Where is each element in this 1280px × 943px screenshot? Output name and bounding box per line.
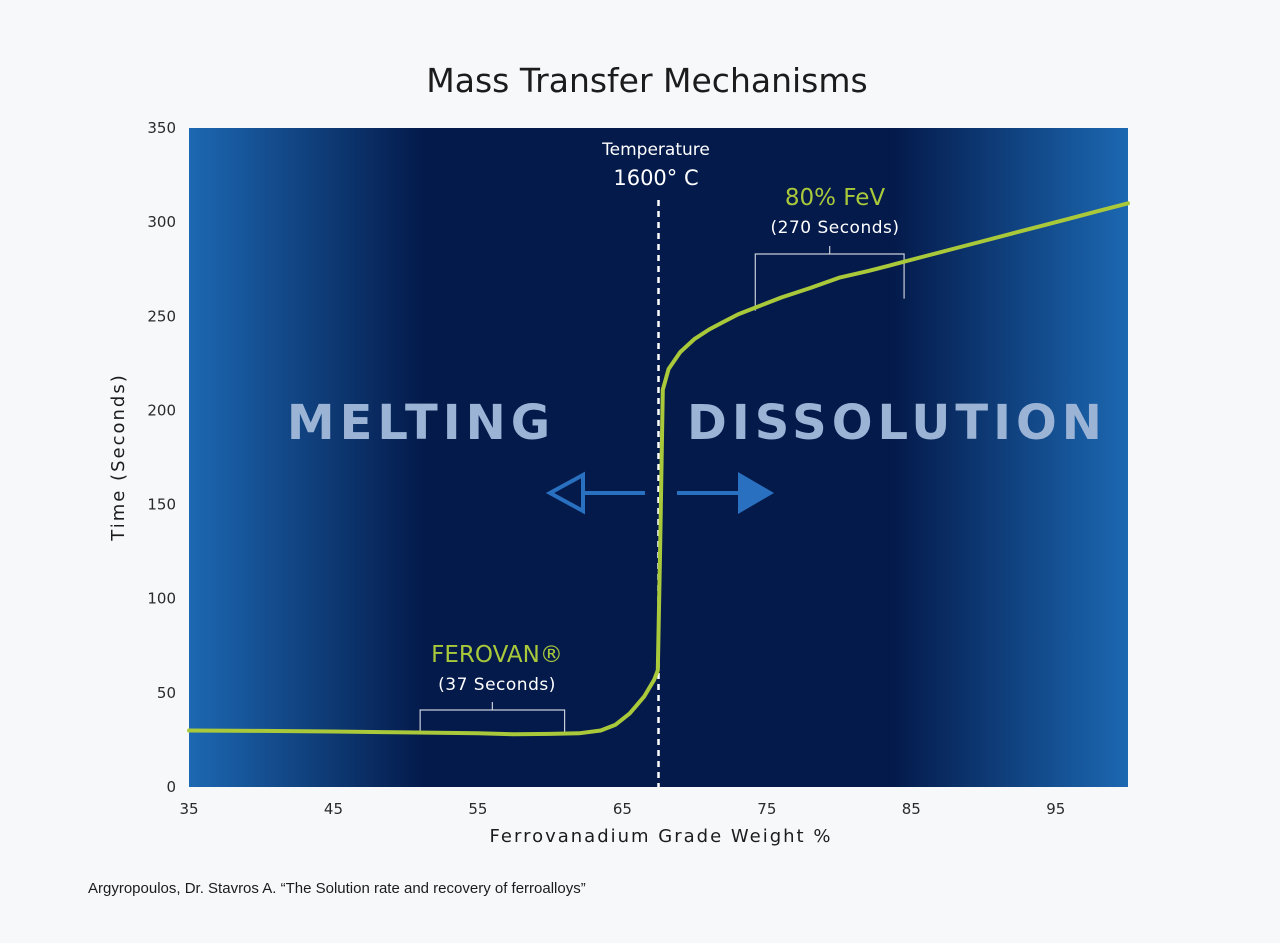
x-axis-label: Ferrovanadium Grade Weight % — [490, 826, 833, 847]
annotation-title-ferovan: FEROVAN® — [431, 642, 563, 668]
y-tick-label: 200 — [147, 401, 176, 419]
region-label-dissolution: DISSOLUTION — [687, 395, 1107, 451]
annotation-subtitle-80-fev: (270 Seconds) — [770, 218, 899, 238]
y-tick-label: 50 — [157, 684, 176, 702]
annotation-bracket-80-fev — [754, 246, 905, 311]
y-axis-ticks: 0 50 100 150 200 250 300 350 — [147, 119, 176, 796]
x-axis-ticks: 35 45 55 65 75 85 95 — [179, 800, 1065, 818]
y-tick-label: 300 — [147, 213, 176, 231]
y-tick-label: 250 — [147, 307, 176, 325]
chart-title: Mass Transfer Mechanisms — [426, 61, 867, 100]
annotation-subtitle-ferovan: (37 Seconds) — [438, 675, 556, 695]
x-tick-label: 35 — [179, 800, 198, 818]
x-tick-label: 85 — [902, 800, 921, 818]
region-label-melting: MELTING — [287, 395, 555, 451]
source-citation: Argyropoulos, Dr. Stavros A. “The Soluti… — [88, 880, 586, 897]
x-tick-label: 65 — [613, 800, 632, 818]
x-tick-label: 45 — [324, 800, 343, 818]
series-line-solution-time — [187, 201, 1130, 737]
annotation-title-80-fev: 80% FeV — [785, 185, 886, 211]
y-axis-label: Time (Seconds) — [108, 373, 129, 541]
y-tick-label: 100 — [147, 590, 176, 608]
arrow-left-icon — [545, 471, 645, 515]
x-tick-label: 55 — [468, 800, 487, 818]
y-tick-label: 0 — [166, 778, 176, 796]
y-tick-label: 150 — [147, 496, 176, 514]
divider-label-temperature: Temperature — [601, 140, 710, 160]
annotation-bracket-ferovan — [419, 702, 566, 734]
divider-label-degrees: 1600° C — [613, 166, 698, 190]
x-tick-label: 75 — [757, 800, 776, 818]
arrow-right-icon — [677, 472, 774, 514]
x-tick-label: 95 — [1046, 800, 1065, 818]
y-tick-label: 350 — [147, 119, 176, 137]
